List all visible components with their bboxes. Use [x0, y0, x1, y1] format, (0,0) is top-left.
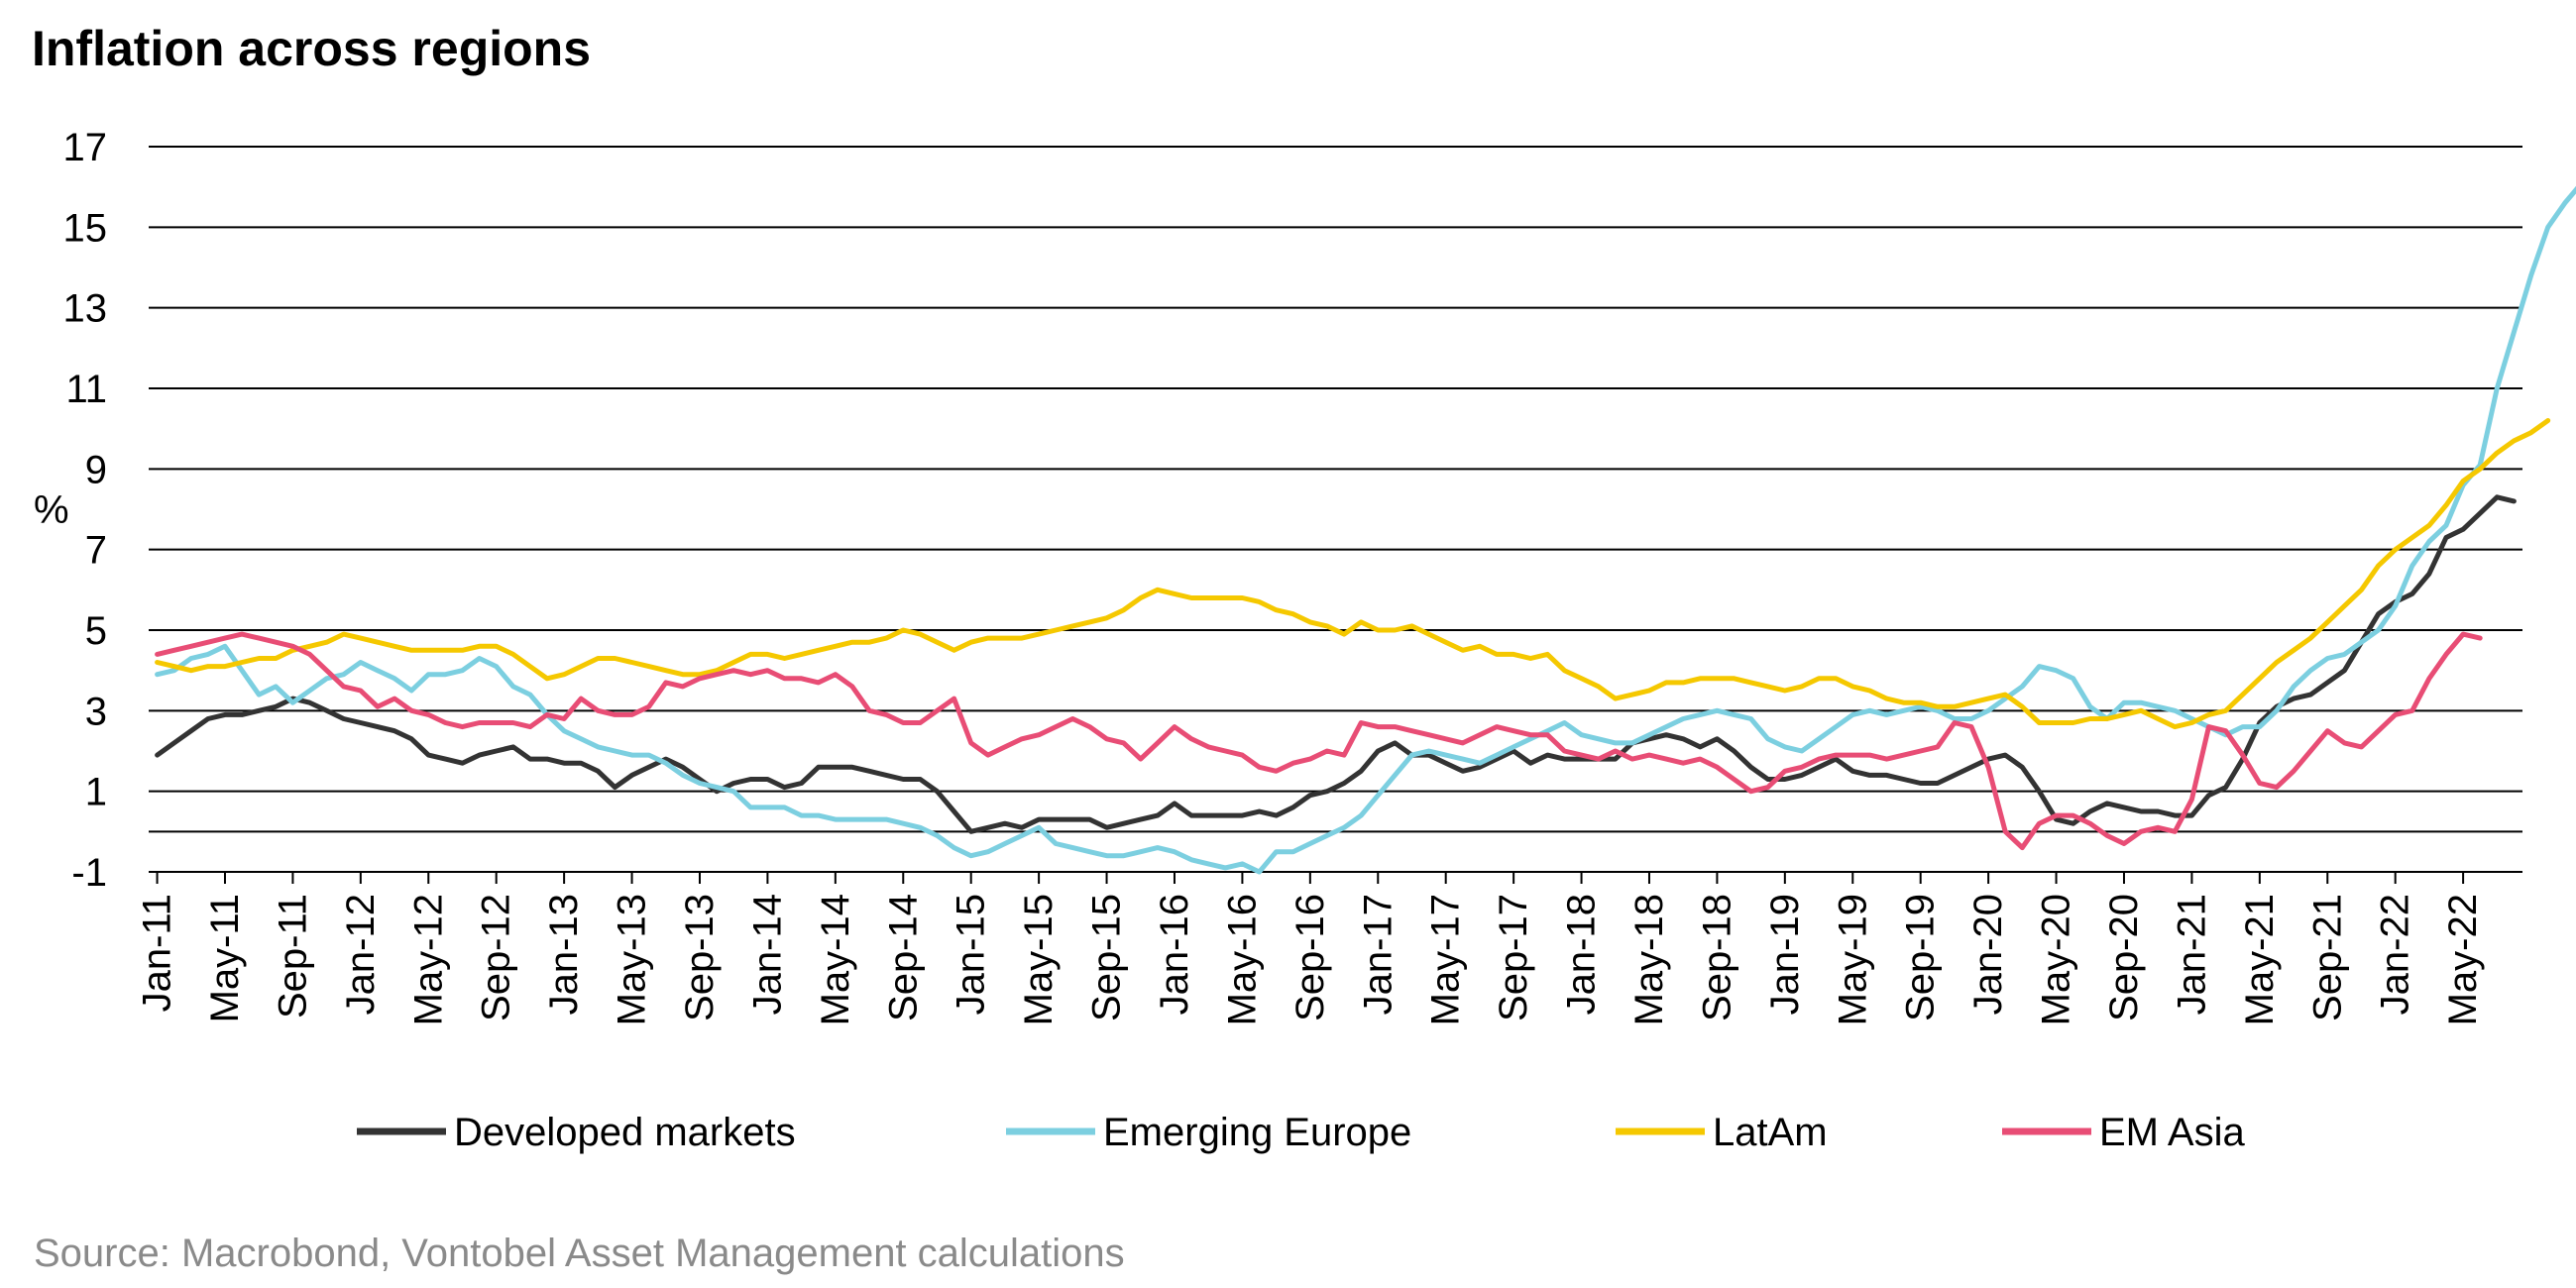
x-tick-label: May-12 [406, 894, 450, 1025]
x-tick-label: Jan-13 [542, 894, 586, 1015]
x-tick-label: May-18 [1627, 894, 1671, 1025]
legend-item-em-asia: EM Asia [2002, 1111, 2245, 1154]
x-tick-label: Jan-20 [1966, 894, 2010, 1015]
x-tick-label: Sep-19 [1899, 894, 1943, 1021]
legend-label: EM Asia [2099, 1111, 2245, 1154]
y-tick-label: -1 [71, 851, 107, 895]
x-tick-label: Sep-16 [1288, 894, 1332, 1021]
legend-label: Developed markets [454, 1111, 796, 1154]
y-axis-label: % [34, 488, 69, 532]
x-tick-label: May-11 [203, 894, 247, 1022]
x-tick-label: Sep-14 [881, 894, 925, 1021]
legend-label: Emerging Europe [1103, 1111, 1411, 1154]
x-axis-ticks: Jan-11 May-11 Sep-11 Jan-12 May-12 Sep-12 Jan-… [136, 872, 2485, 1025]
x-tick-label: Sep-21 [2305, 894, 2349, 1021]
x-tick-label: May-20 [2035, 894, 2078, 1025]
y-tick-label: 13 [63, 287, 108, 331]
x-tick-label: Jan-15 [950, 894, 993, 1015]
y-tick-label: 17 [63, 126, 108, 169]
x-tick-label: May-13 [611, 894, 654, 1025]
legend-item-developed-markets: Developed markets [357, 1111, 796, 1154]
x-tick-label: Jan-11 [136, 894, 179, 1012]
x-tick-label: Sep-15 [1085, 894, 1129, 1021]
legend-item-emerging-europe: Emerging Europe [1006, 1111, 1411, 1154]
series-line-developed-markets [155, 494, 2517, 834]
y-tick-label: 1 [85, 771, 107, 814]
x-tick-label: May-19 [1831, 894, 1874, 1025]
x-tick-label: Sep-11 [271, 894, 314, 1019]
x-tick-label: May-17 [1424, 894, 1468, 1025]
x-tick-label: May-22 [2441, 894, 2485, 1025]
x-tick-label: May-15 [1017, 894, 1061, 1025]
x-tick-label: May-16 [1220, 894, 1264, 1025]
x-tick-label: Jan-12 [339, 894, 383, 1015]
y-tick-label: 9 [85, 448, 107, 491]
x-tick-label: Jan-21 [2170, 894, 2213, 1015]
x-tick-label: Sep-18 [1695, 894, 1738, 1021]
gridlines [149, 146, 2522, 873]
series-lines [155, 185, 2576, 875]
x-tick-label: Sep-17 [1492, 894, 1535, 1021]
x-tick-label: Sep-13 [678, 894, 722, 1021]
x-tick-label: May-14 [814, 894, 857, 1025]
x-tick-label: Jan-14 [745, 894, 789, 1015]
x-tick-label: Sep-20 [2102, 894, 2146, 1021]
y-tick-label: 3 [85, 690, 107, 733]
x-tick-label: Sep-12 [475, 894, 518, 1021]
series-line-latam [155, 418, 2551, 730]
y-tick-label: 5 [85, 609, 107, 653]
y-axis-ticks: 17 15 13 11 9 7 5 3 1 -1 [63, 126, 108, 895]
y-tick-label: 7 [85, 529, 107, 573]
x-tick-label: Jan-22 [2374, 894, 2417, 1015]
source-note: Source: Macrobond, Vontobel Asset Manage… [34, 1232, 1125, 1275]
legend: Developed markets Emerging Europe LatAm EM … [357, 1111, 2245, 1154]
x-tick-label: May-21 [2238, 894, 2282, 1025]
x-tick-label: Jan-16 [1153, 894, 1196, 1015]
series-line-emerging-europe [155, 185, 2576, 875]
x-tick-label: Jan-19 [1763, 894, 1807, 1015]
legend-item-latam: LatAm [1616, 1111, 1828, 1154]
x-tick-label: Jan-17 [1356, 894, 1400, 1015]
series-line-em-asia [155, 631, 2483, 851]
y-tick-label: 11 [65, 368, 107, 411]
x-tick-label: Jan-18 [1560, 894, 1604, 1015]
legend-label: LatAm [1713, 1111, 1828, 1154]
y-tick-label: 15 [63, 206, 108, 250]
chart-title: Inflation across regions [32, 21, 591, 76]
